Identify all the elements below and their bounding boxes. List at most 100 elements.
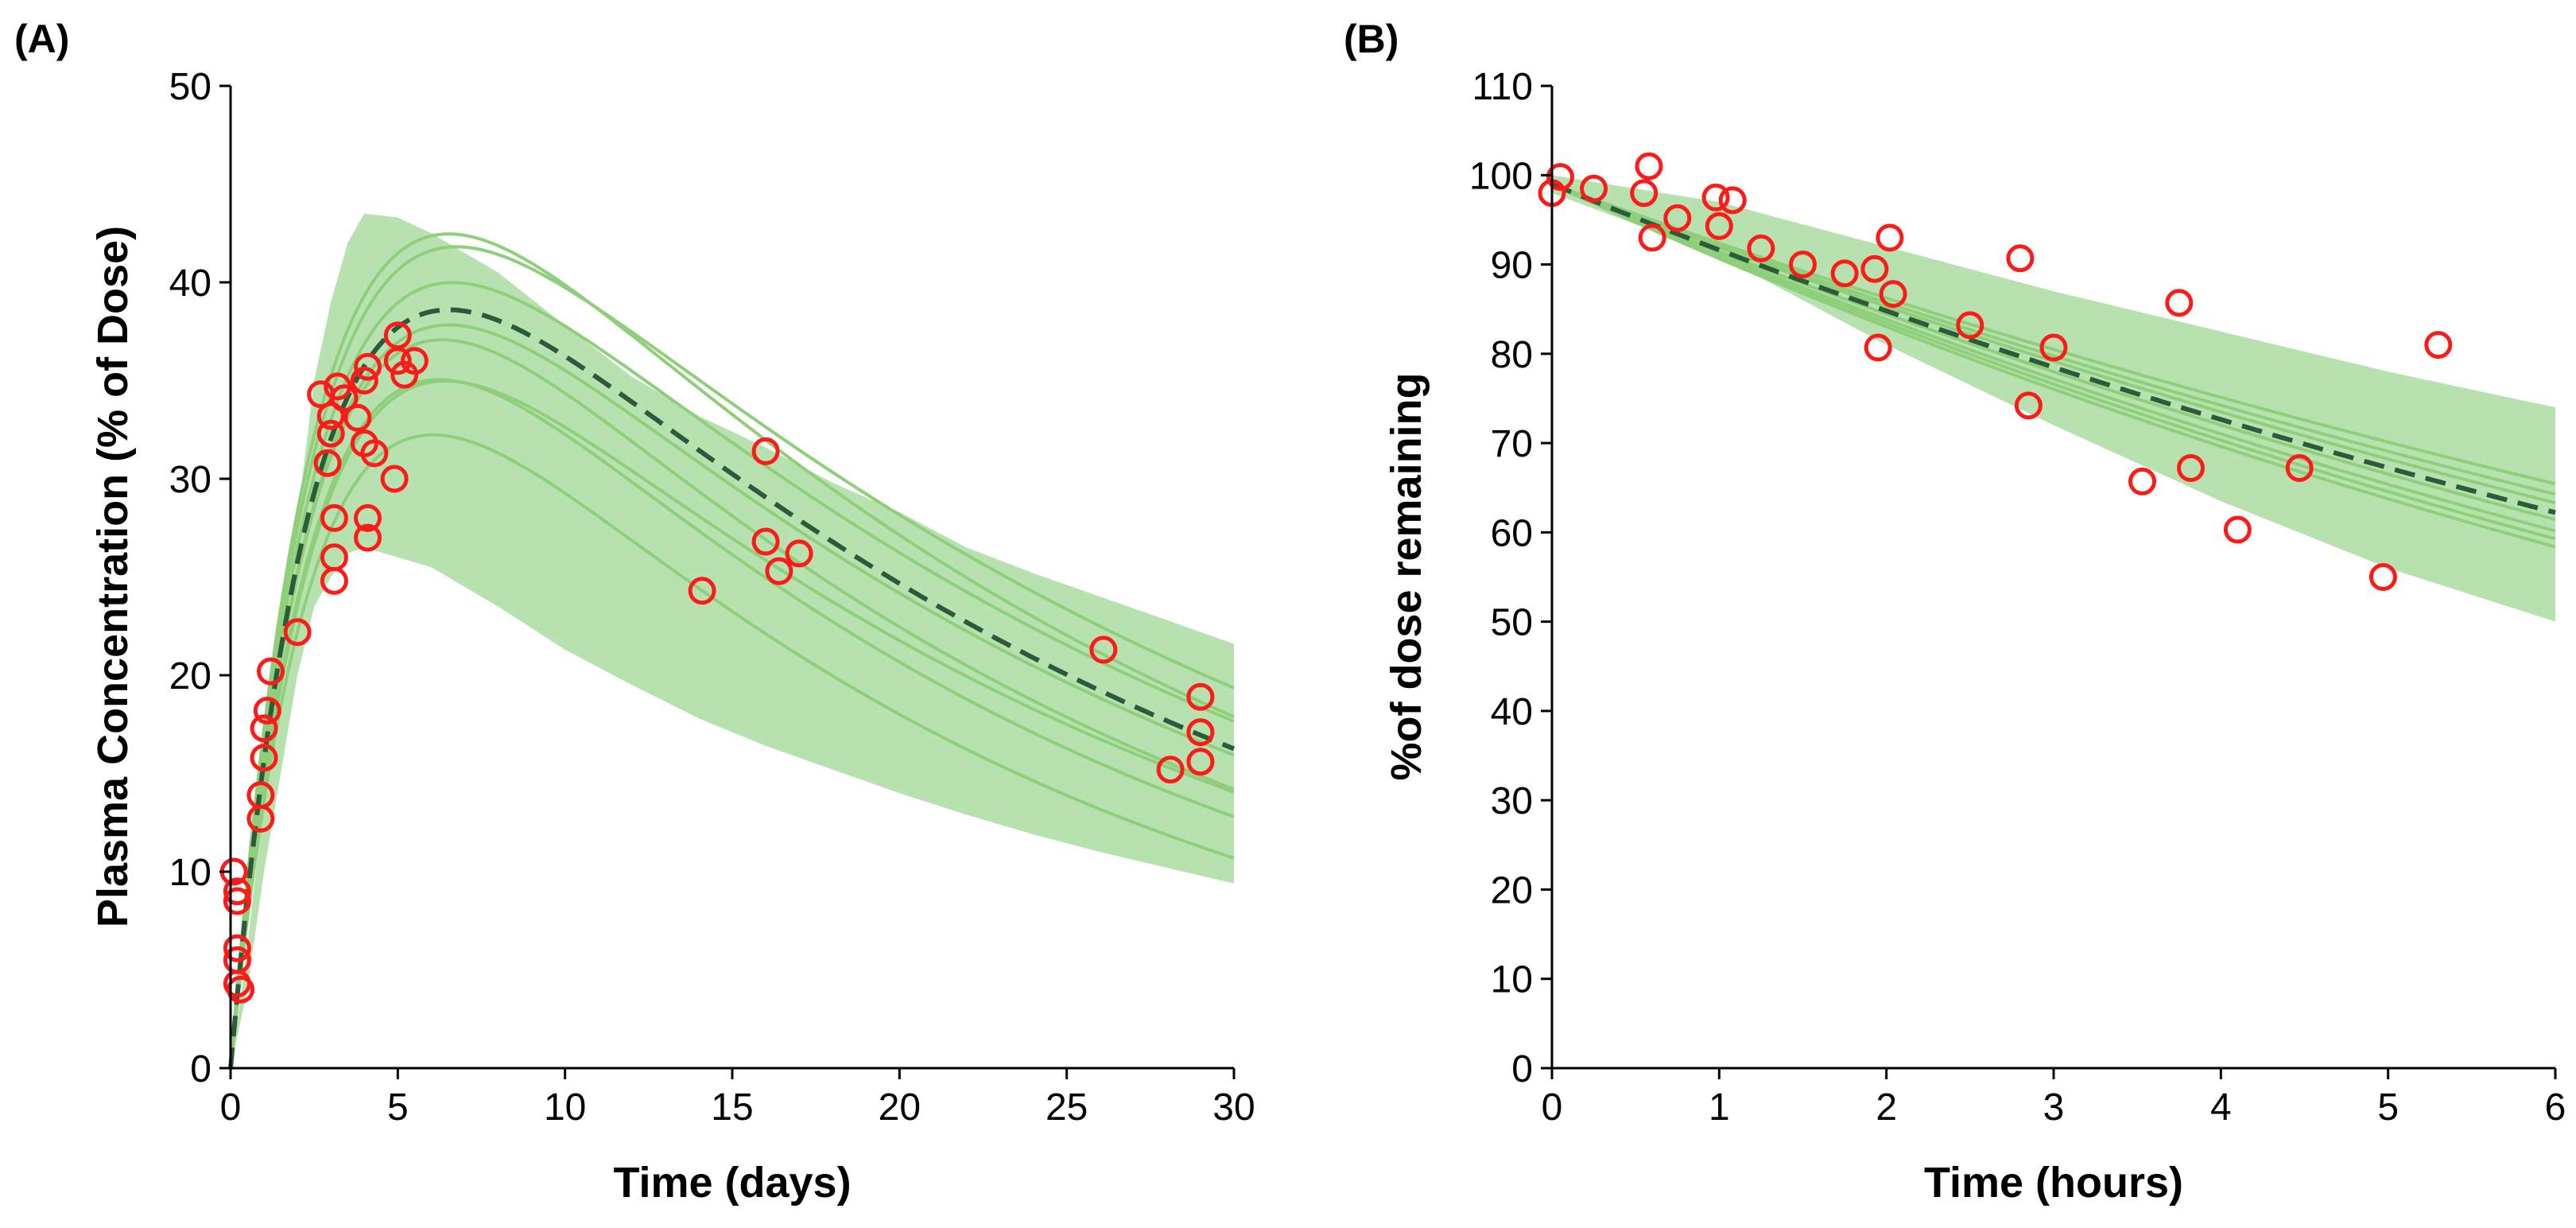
panel-a-observed-point-30 bbox=[360, 439, 389, 468]
panel-b-observed-point-23 bbox=[2165, 289, 2194, 317]
panel-b-y-axis-title: %of dose remaining bbox=[1383, 372, 1430, 780]
panel-b-observed-point-4 bbox=[1630, 179, 1658, 208]
panel-a-observed-point-21 bbox=[320, 566, 348, 595]
panel-b-y-tick-label-110: 110 bbox=[1472, 66, 1533, 108]
panel-b-y-tick-label-60: 60 bbox=[1491, 512, 1533, 554]
panel-b-observed-point-24 bbox=[2177, 454, 2205, 482]
panel-b-simulation-line-2 bbox=[1551, 182, 2556, 496]
panel-a-observed-points bbox=[219, 321, 1215, 1004]
panel-b-x-axis-title: Time (hours) bbox=[1924, 1159, 2183, 1207]
panel-b-y-tick-label-0: 0 bbox=[1511, 1048, 1533, 1090]
panel-a-simulation-line-1 bbox=[229, 232, 1235, 1069]
panel-b-x-tick-label-1: 1 bbox=[1709, 1086, 1730, 1129]
panel-a-observed-point-33 bbox=[383, 347, 412, 375]
panel-a-observed-point-42 bbox=[1156, 756, 1185, 784]
panel-a-simulation-line-2 bbox=[229, 245, 1235, 1069]
panel-a-observed-point-26 bbox=[350, 367, 378, 394]
panel-a-observed-point-14 bbox=[283, 618, 312, 647]
panel-b-y-tick-label-30: 30 bbox=[1491, 780, 1533, 822]
panel-a-observed-point-39 bbox=[765, 557, 793, 585]
panel-b-observed-point-22 bbox=[2128, 467, 2156, 495]
panel-a-observed-point-40 bbox=[785, 539, 813, 568]
panel-b-x-tick-label-5: 5 bbox=[2377, 1086, 2399, 1129]
panel-a-observed-point-43 bbox=[1186, 682, 1215, 711]
panel-b-observed-point-12 bbox=[1789, 251, 1817, 278]
panel-a-observed-point-16 bbox=[313, 449, 342, 477]
panel-b-observed-point-14 bbox=[1860, 255, 1889, 283]
panel-a-observed-point-23 bbox=[330, 384, 359, 413]
panel-a-observed-point-28 bbox=[354, 503, 382, 532]
panel-b-y-tick-label-70: 70 bbox=[1491, 423, 1533, 465]
panel-a-observed-point-7 bbox=[227, 975, 255, 1004]
panel-a-observed-point-11 bbox=[250, 714, 278, 743]
panel-a-observed-point-31 bbox=[380, 464, 409, 493]
panel-b-observed-point-16 bbox=[1876, 223, 1904, 252]
panel-a-simulation-line-3 bbox=[229, 281, 1235, 1069]
panel-a-observed-point-13 bbox=[257, 657, 285, 686]
panel-a-observed-point-17 bbox=[316, 402, 345, 430]
panel-b-y-tick-label-20: 20 bbox=[1491, 869, 1533, 911]
panel-a-observed-point-2 bbox=[223, 877, 251, 906]
panel-b-observed-point-5 bbox=[1635, 152, 1663, 181]
panel-b-observed-point-13 bbox=[1830, 259, 1859, 288]
panel-b-y-tick-label-100: 100 bbox=[1469, 155, 1533, 197]
panel-b-simulation-line-1 bbox=[1551, 182, 2556, 486]
panel-b-observed-point-26 bbox=[2285, 454, 2314, 482]
panel-b-observed-point-9 bbox=[1705, 212, 1733, 240]
panel-b-y-tick-label-40: 40 bbox=[1491, 691, 1533, 733]
panel-b-simulation-line-4 bbox=[1551, 182, 2556, 522]
panel-a-simulation-line-8 bbox=[229, 433, 1235, 1069]
panel-a-observed-point-36 bbox=[688, 577, 716, 605]
panel-b-observed-point-11 bbox=[1747, 234, 1775, 262]
panel-a-observed-point-9 bbox=[246, 781, 275, 810]
panel-a-band bbox=[231, 213, 1234, 1068]
panel-a-observed-point-18 bbox=[316, 419, 345, 448]
panel-b-observed-point-19 bbox=[2006, 244, 2035, 273]
panel-a-x-tick-label-20: 20 bbox=[879, 1086, 921, 1129]
panel-a-observed-point-44 bbox=[1186, 718, 1215, 747]
panel-a-observed-point-27 bbox=[354, 352, 382, 381]
panel-b-x-tick-label-0: 0 bbox=[1542, 1086, 1563, 1129]
panel-b-simulation-line-7 bbox=[1551, 182, 2556, 549]
panel-b-x-tick-label-3: 3 bbox=[2043, 1086, 2065, 1129]
panel-a-label: (A) bbox=[14, 17, 69, 61]
panel-a-observed-point-29 bbox=[354, 523, 382, 552]
panel-b-observed-point-25 bbox=[2223, 515, 2252, 544]
panel-a-simulation-line-6 bbox=[229, 378, 1235, 1069]
panel-a-observed-point-41 bbox=[1089, 635, 1118, 664]
panel-b-simulation-line-6 bbox=[1551, 182, 2556, 541]
panel-b-observed-point-2 bbox=[1546, 163, 1574, 191]
panel-b-y-tick-label-90: 90 bbox=[1491, 245, 1533, 287]
panel-b-observed-point-8 bbox=[1701, 183, 1730, 212]
panel-a-observed-point-45 bbox=[1186, 748, 1215, 776]
panel-a-y-tick-label-20: 20 bbox=[169, 655, 211, 698]
panel-b-observed-point-28 bbox=[2424, 331, 2453, 359]
panel-b-label: (B) bbox=[1344, 17, 1399, 61]
panel-a-ticks: 0 5 10 15 20 25 30 0 10 20 30 40 50 bbox=[169, 66, 1255, 1129]
panel-a-confidence-band bbox=[231, 213, 1234, 1068]
panel-a-x-tick-label-0: 0 bbox=[220, 1086, 242, 1129]
panel-a-y-axis-title: Plasma Concentration (% of Dose) bbox=[89, 226, 137, 927]
panel-b-observed-point-10 bbox=[1718, 186, 1747, 215]
panel-a-observed-point-35 bbox=[400, 347, 429, 375]
panel-a-observed-point-12 bbox=[253, 697, 281, 725]
panel-b-y-tick-label-10: 10 bbox=[1491, 959, 1533, 1001]
panel-a-x-tick-label-30: 30 bbox=[1212, 1086, 1255, 1129]
panel-a-observed-point-3 bbox=[223, 887, 251, 915]
panel-b-observed-point-21 bbox=[2039, 333, 2068, 362]
panel-a-x-axis-title: Time (days) bbox=[613, 1159, 851, 1207]
panel-b-observed-point-17 bbox=[1879, 280, 1907, 309]
panel-b-observed-point-18 bbox=[1956, 311, 1984, 340]
panel-a-simulation-line-4 bbox=[229, 338, 1235, 1069]
panel-a-x-tick-label-25: 25 bbox=[1046, 1086, 1088, 1129]
panel-a-observed-point-24 bbox=[343, 403, 372, 432]
panel-b-x-tick-label-6: 6 bbox=[2545, 1086, 2566, 1129]
panel-b-observed-point-3 bbox=[1580, 174, 1608, 203]
panel-b-simulation-line-5 bbox=[1551, 182, 2556, 533]
panel-a-observed-point-37 bbox=[751, 437, 780, 465]
panel-a-x-tick-label-15: 15 bbox=[711, 1086, 753, 1129]
panel-a-observed-point-10 bbox=[250, 744, 278, 772]
